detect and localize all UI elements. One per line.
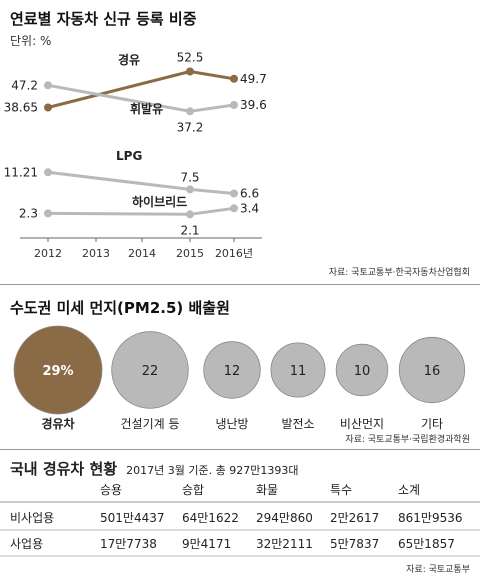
data-label: 7.5 bbox=[180, 170, 199, 184]
x-tick-label: 2015 bbox=[176, 247, 204, 260]
bubble-chart-title: 수도권 미세 먼지(PM2.5) 배출원 bbox=[10, 299, 230, 317]
line-chart-title: 연료별 자동차 신규 등록 비중 bbox=[10, 10, 197, 28]
data-point bbox=[230, 101, 238, 109]
bubble-category: 냉난방 bbox=[215, 417, 248, 431]
table-cell: 65만1857 bbox=[398, 537, 455, 551]
x-tick-label: 2012 bbox=[34, 247, 62, 260]
series-line-3 bbox=[47, 170, 235, 195]
data-point bbox=[44, 81, 52, 90]
column-header: 소계 bbox=[398, 483, 420, 497]
data-point bbox=[186, 67, 194, 76]
series-name-label: 휘발유 bbox=[130, 101, 163, 116]
column-header: 승용 bbox=[100, 483, 122, 497]
table-cell: 861만9536 bbox=[398, 511, 462, 525]
series-name-label: 하이브리드 bbox=[132, 194, 187, 209]
column-header: 특수 bbox=[330, 483, 352, 497]
data-label: 47.2 bbox=[11, 78, 38, 92]
table-cell: 9만4171 bbox=[182, 537, 231, 551]
data-point bbox=[186, 210, 194, 219]
data-point bbox=[230, 74, 238, 83]
table-heading: 국내 경유차 현황 2017년 3월 기준. 총 927만1393대 bbox=[10, 458, 298, 479]
bubble-category: 건설기계 등 bbox=[120, 417, 179, 431]
series-line-4 bbox=[47, 206, 235, 216]
table-cell: 64만1622 bbox=[182, 511, 239, 525]
row-label: 비사업용 bbox=[10, 511, 54, 525]
data-label: 39.6 bbox=[240, 98, 267, 112]
data-point bbox=[44, 209, 52, 218]
data-label: 2.1 bbox=[180, 223, 199, 237]
data-label: 49.7 bbox=[240, 72, 267, 86]
series-name-label: 경유 bbox=[118, 53, 140, 67]
data-point bbox=[230, 204, 238, 213]
bubble-value: 16 bbox=[424, 364, 441, 379]
bubble-value: 12 bbox=[224, 364, 241, 379]
bubble-value: 22 bbox=[142, 364, 159, 379]
bubble bbox=[111, 331, 189, 409]
x-tick-label: 2014 bbox=[128, 247, 156, 260]
table-cell: 5만7837 bbox=[330, 537, 379, 551]
bubble bbox=[270, 342, 326, 398]
bubble-category: 발전소 bbox=[281, 417, 314, 431]
bubble-value: 11 bbox=[290, 364, 307, 379]
divider bbox=[0, 284, 480, 285]
data-point bbox=[186, 185, 194, 194]
column-header: 화물 bbox=[256, 483, 278, 497]
data-point bbox=[44, 103, 52, 112]
data-point bbox=[230, 189, 238, 198]
bubble-category: 경유차 bbox=[41, 416, 74, 431]
table-source: 자료: 국토교통부 bbox=[406, 565, 470, 575]
bubble bbox=[203, 341, 261, 399]
data-label: 6.6 bbox=[240, 187, 259, 201]
x-tick-label: 2013 bbox=[82, 247, 110, 260]
line-chart: 2012 2013 2014 2015 2016년 38.65 52.5 49.7 경유 47.2… bbox=[4, 51, 267, 261]
data-label: 38.65 bbox=[4, 101, 38, 115]
data-point bbox=[44, 168, 52, 177]
bubble-category: 비산먼지 bbox=[340, 417, 384, 431]
table-cell: 501만4437 bbox=[100, 511, 164, 525]
line-chart-source: 자료: 국토교통부·한국자동차산업협회 bbox=[328, 268, 470, 278]
table-cell: 32만2111 bbox=[256, 537, 313, 551]
table-title: 국내 경유차 현황 bbox=[10, 460, 118, 478]
column-header: 승합 bbox=[182, 483, 204, 497]
bubble-value: 10 bbox=[354, 364, 371, 379]
bubble-chart-source: 자료: 국토교통부·국립환경과학원 bbox=[345, 435, 470, 445]
series-name-label: LPG bbox=[116, 149, 142, 163]
table-cell: 17만7738 bbox=[100, 537, 157, 551]
data-label: 3.4 bbox=[240, 201, 259, 215]
data-label: 11.21 bbox=[4, 165, 38, 179]
bubble bbox=[335, 343, 389, 397]
unit-label: 단위: % bbox=[10, 34, 52, 48]
divider bbox=[0, 449, 480, 450]
table-cell: 294만860 bbox=[256, 511, 313, 525]
bubble bbox=[398, 336, 466, 404]
data-point bbox=[186, 107, 194, 116]
bubble-value: 29% bbox=[42, 364, 73, 379]
row-label: 사업용 bbox=[10, 537, 43, 551]
data-label: 52.5 bbox=[177, 51, 204, 65]
data-label: 37.2 bbox=[177, 120, 204, 134]
x-tick-label: 2016년 bbox=[215, 247, 253, 260]
bubble-category: 기타 bbox=[421, 417, 443, 431]
bubble bbox=[13, 325, 103, 415]
data-label: 2.3 bbox=[19, 206, 38, 220]
bubble-chart: 29% 경유차 22 건설기계 등 12 냉난방 11 발전소 10 비산먼지 16 기타 bbox=[13, 325, 466, 431]
table-cell: 2만2617 bbox=[330, 511, 379, 525]
table-subtitle: 2017년 3월 기준. 총 927만1393대 bbox=[126, 464, 299, 477]
